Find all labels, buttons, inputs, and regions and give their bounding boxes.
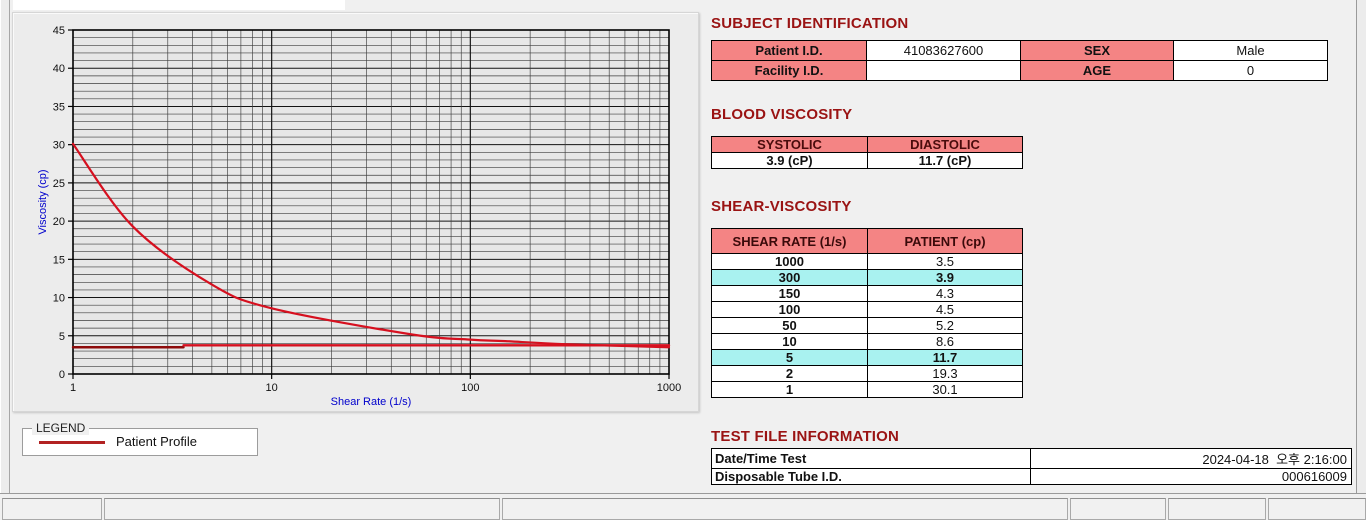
patient-cp-header: PATIENT (cp) xyxy=(867,228,1023,254)
patient-id-label: Patient I.D. xyxy=(711,40,867,61)
test-file-row: Disposable Tube I.D. 000616009 xyxy=(711,468,1352,485)
patient-cp-cell: 5.2 xyxy=(867,317,1023,334)
patient-cp-cell: 3.5 xyxy=(867,253,1023,270)
test-file-information-table: Date/Time Test 2024-04-18 오후 2:16:00 Dispo… xyxy=(711,448,1352,485)
svg-text:Viscosity (cp): Viscosity (cp) xyxy=(37,169,49,234)
svg-text:10: 10 xyxy=(266,382,278,394)
svg-text:0: 0 xyxy=(59,369,65,381)
svg-text:1000: 1000 xyxy=(657,382,681,394)
test-file-label: Disposable Tube I.D. xyxy=(711,468,1031,485)
legend-title: LEGEND xyxy=(32,421,90,435)
svg-text:15: 15 xyxy=(53,254,65,266)
status-bar-segment xyxy=(1070,498,1166,520)
patient-cp-cell: 4.5 xyxy=(867,301,1023,318)
svg-text:25: 25 xyxy=(53,178,65,190)
svg-text:35: 35 xyxy=(53,101,65,113)
patient-cp-cell: 11.7 xyxy=(867,349,1023,366)
subject-identification-title: SUBJECT IDENTIFICATION xyxy=(711,15,909,32)
facility-id-label: Facility I.D. xyxy=(711,60,867,81)
svg-text:30: 30 xyxy=(53,140,65,152)
table-row: 3.9 (cP) 11.7 (cP) xyxy=(711,152,1023,169)
right-panel-edge xyxy=(1356,0,1366,494)
chart-legend: LEGEND Patient Profile xyxy=(22,421,258,456)
shear-rate-cell: 1000 xyxy=(711,253,868,270)
shear-rate-cell: 1 xyxy=(711,381,868,398)
patient-cp-cell: 4.3 xyxy=(867,285,1023,302)
shear-viscosity-row: 1000 3.5 xyxy=(711,253,1023,270)
svg-text:100: 100 xyxy=(461,382,479,394)
test-file-label: Date/Time Test xyxy=(711,448,1031,469)
shear-viscosity-title: SHEAR-VISCOSITY xyxy=(711,198,852,215)
shear-viscosity-table: SHEAR RATE (1/s) PATIENT (cp) 1000 3.5 300… xyxy=(711,228,1023,398)
viscosity-chart-panel: 0 5 10 15 20 25 30 35 40 45 1 10 100 1000 Shear Rate (… xyxy=(12,12,699,412)
table-header-row: SHEAR RATE (1/s) PATIENT (cp) xyxy=(711,228,1023,254)
test-file-information-title: TEST FILE INFORMATION xyxy=(711,428,900,445)
shear-rate-cell: 2 xyxy=(711,365,868,382)
svg-text:1: 1 xyxy=(70,382,76,394)
blood-viscosity-title: BLOOD VISCOSITY xyxy=(711,106,853,123)
shear-viscosity-row: 10 8.6 xyxy=(711,333,1023,350)
diastolic-header: DIASTOLIC xyxy=(867,136,1023,153)
shear-viscosity-row: 150 4.3 xyxy=(711,285,1023,302)
systolic-value: 3.9 (cP) xyxy=(711,152,868,169)
shear-viscosity-row: 1 30.1 xyxy=(711,381,1023,398)
patient-cp-cell: 3.9 xyxy=(867,269,1023,286)
svg-text:20: 20 xyxy=(53,216,65,228)
shear-viscosity-row: 100 4.5 xyxy=(711,301,1023,318)
diastolic-value: 11.7 (cP) xyxy=(867,152,1023,169)
svg-text:40: 40 xyxy=(53,63,65,75)
patient-cp-cell: 19.3 xyxy=(867,365,1023,382)
patient-cp-cell: 30.1 xyxy=(867,381,1023,398)
status-bar-segment xyxy=(1268,498,1366,520)
test-file-value: 2024-04-18 오후 2:16:00 xyxy=(1030,448,1352,469)
status-bar-segment xyxy=(104,498,500,520)
shear-rate-header: SHEAR RATE (1/s) xyxy=(711,228,868,254)
status-bar-segment xyxy=(502,498,1068,520)
patient-id-value: 41083627600 xyxy=(866,40,1021,61)
shear-viscosity-row: 300 3.9 xyxy=(711,269,1023,286)
systolic-header: SYSTOLIC xyxy=(711,136,868,153)
shear-rate-cell: 5 xyxy=(711,349,868,366)
sex-value: Male xyxy=(1173,40,1328,61)
shear-rate-cell: 10 xyxy=(711,333,868,350)
shear-rate-cell: 300 xyxy=(711,269,868,286)
left-panel-edge xyxy=(0,0,10,494)
shear-rate-cell: 100 xyxy=(711,301,868,318)
facility-id-value xyxy=(866,60,1021,81)
sex-label: SEX xyxy=(1020,40,1174,61)
blood-viscosity-table: SYSTOLIC DIASTOLIC 3.9 (cP) 11.7 (cP) xyxy=(711,136,1023,169)
test-file-row: Date/Time Test 2024-04-18 오후 2:16:00 xyxy=(711,448,1352,469)
status-bar-segment xyxy=(2,498,102,520)
age-label: AGE xyxy=(1020,60,1174,81)
shear-rate-cell: 50 xyxy=(711,317,868,334)
status-bar-segment xyxy=(1168,498,1266,520)
age-value: 0 xyxy=(1173,60,1328,81)
patient-cp-cell: 8.6 xyxy=(867,333,1023,350)
shear-rate-cell: 150 xyxy=(711,285,868,302)
shear-viscosity-row: 5 11.7 xyxy=(711,349,1023,366)
shear-viscosity-row: 50 5.2 xyxy=(711,317,1023,334)
shear-viscosity-row: 2 19.3 xyxy=(711,365,1023,382)
svg-text:5: 5 xyxy=(59,331,65,343)
shear-viscosity-chart: 0 5 10 15 20 25 30 35 40 45 1 10 100 1000 Shear Rate (… xyxy=(13,13,698,411)
legend-entry-label: Patient Profile xyxy=(116,434,197,449)
patient-profile-line-swatch xyxy=(39,441,105,444)
table-row: Patient I.D. 41083627600 SEX Male xyxy=(711,40,1328,61)
table-row: SYSTOLIC DIASTOLIC xyxy=(711,136,1023,153)
svg-text:Shear Rate (1/s): Shear Rate (1/s) xyxy=(331,396,412,408)
table-row: Facility I.D. AGE 0 xyxy=(711,60,1328,81)
test-file-value: 000616009 xyxy=(1030,468,1352,485)
status-bar xyxy=(0,493,1366,520)
svg-text:10: 10 xyxy=(53,293,65,305)
top-panel-edge xyxy=(13,0,345,10)
subject-identification-table: Patient I.D. 41083627600 SEX Male Facili… xyxy=(711,40,1328,81)
svg-text:45: 45 xyxy=(53,25,65,37)
